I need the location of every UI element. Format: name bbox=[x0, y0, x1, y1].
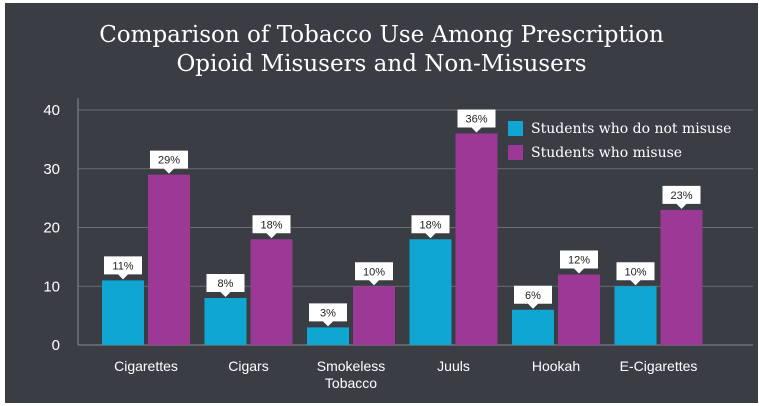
data-label-box bbox=[309, 303, 347, 327]
bar-non-misuser bbox=[409, 239, 452, 345]
y-tick-label: 30 bbox=[43, 161, 60, 178]
data-label-box bbox=[411, 215, 450, 239]
data-label-box bbox=[355, 262, 393, 286]
x-tick-label: Juuls bbox=[437, 358, 470, 374]
bar-non-misuser bbox=[102, 280, 144, 345]
data-label-box bbox=[104, 256, 142, 280]
data-label: 10% bbox=[363, 266, 385, 278]
chart-frame: Comparison of Tobacco Use Among Prescrip… bbox=[5, 3, 758, 403]
data-label-box bbox=[560, 250, 598, 274]
x-tick-label: Cigarettes bbox=[114, 358, 178, 374]
data-label-box bbox=[514, 285, 552, 309]
bar-misuser bbox=[353, 286, 395, 345]
legend-swatch bbox=[508, 121, 523, 136]
bar-non-misuser bbox=[204, 298, 247, 345]
y-tick-label: 40 bbox=[43, 102, 60, 119]
data-label-box bbox=[150, 150, 188, 174]
legend-label: Students who misuse bbox=[531, 145, 682, 161]
x-tick-label: Cigars bbox=[228, 358, 268, 374]
bar-misuser bbox=[558, 274, 600, 345]
data-label-box bbox=[616, 262, 655, 286]
x-tick-label: E-Cigarettes bbox=[620, 358, 698, 374]
y-tick-label: 0 bbox=[52, 337, 60, 354]
data-label: 10% bbox=[624, 266, 646, 278]
chart-title-line-2: Opioid Misusers and Non-Misusers bbox=[176, 51, 587, 77]
legend-swatch bbox=[508, 145, 523, 160]
data-label: 18% bbox=[260, 219, 282, 231]
x-tick-label: Smokeless bbox=[317, 358, 385, 374]
data-label: 23% bbox=[670, 190, 692, 202]
y-tick-label: 10 bbox=[43, 278, 60, 295]
data-label: 8% bbox=[218, 278, 234, 290]
data-label-box bbox=[206, 274, 245, 297]
data-label: 36% bbox=[465, 114, 487, 126]
chart-title-line-1: Comparison of Tobacco Use Among Prescrip… bbox=[99, 22, 664, 48]
y-tick-label: 20 bbox=[43, 220, 60, 237]
data-label-box bbox=[457, 109, 496, 133]
bar-misuser bbox=[455, 133, 498, 345]
data-label: 11% bbox=[112, 260, 133, 272]
bar-non-misuser bbox=[512, 309, 554, 345]
x-tick-label: Tobacco bbox=[325, 375, 377, 391]
bar-chart: 0 10 20 30 40 11% 29% Cigarettes 8% 18% Cigars 3% 10… bbox=[43, 98, 753, 391]
data-label: 29% bbox=[158, 155, 180, 167]
data-label-box bbox=[252, 215, 291, 239]
data-label-box bbox=[662, 185, 701, 209]
data-label: 6% bbox=[525, 290, 541, 302]
bar-non-misuser bbox=[614, 286, 657, 345]
bar-misuser bbox=[660, 209, 703, 345]
bar-misuser bbox=[148, 174, 190, 345]
data-label: 18% bbox=[419, 219, 441, 231]
chart-title: Comparison of Tobacco Use Among Prescrip… bbox=[5, 21, 758, 79]
data-label: 12% bbox=[568, 255, 590, 267]
legend-label: Students who do not misuse bbox=[531, 121, 731, 137]
bar-misuser bbox=[250, 239, 293, 345]
bar-non-misuser bbox=[307, 327, 349, 345]
data-label: 3% bbox=[320, 307, 336, 319]
x-tick-label: Hookah bbox=[532, 358, 580, 374]
